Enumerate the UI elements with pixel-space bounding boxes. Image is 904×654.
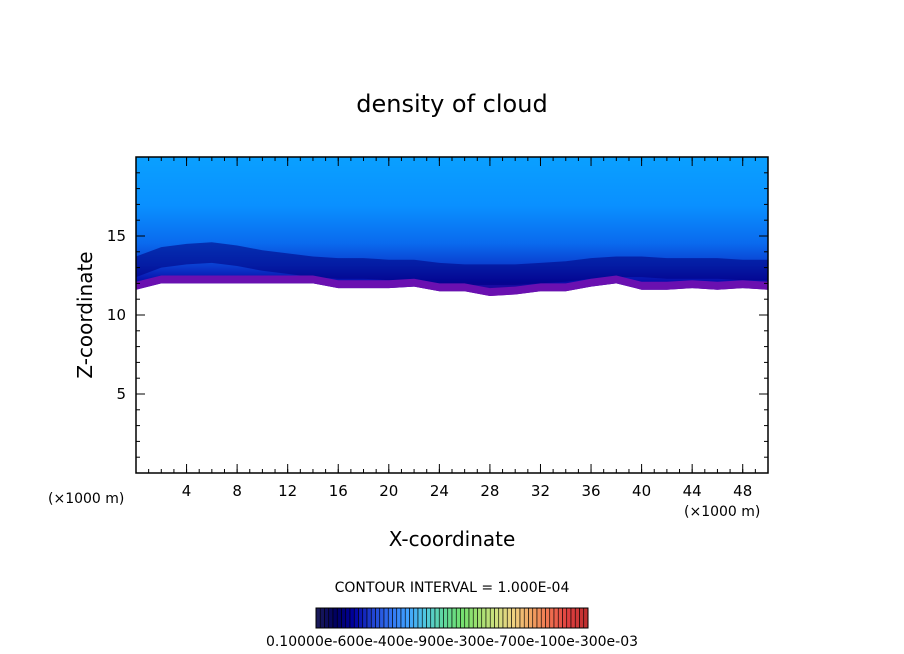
colorbar-cell	[426, 607, 432, 629]
colorbar-cell	[328, 607, 334, 629]
colorbar-cell	[438, 607, 444, 629]
colorbar-cell	[315, 607, 321, 629]
colorbar-cell	[375, 607, 381, 629]
colorbar-cell	[515, 607, 521, 629]
colorbar-cell	[477, 607, 483, 629]
colorbar-cell	[417, 607, 423, 629]
colorbar-cell	[502, 607, 508, 629]
x-tick-label: 48	[733, 482, 752, 500]
colorbar-cell	[489, 607, 495, 629]
colorbar-cell	[549, 607, 555, 629]
y-axis-ticks: 5 10 15	[107, 227, 768, 403]
colorbar-cell	[383, 607, 389, 629]
colorbar-cell	[528, 607, 534, 629]
colorbar-cell	[460, 607, 466, 629]
x-axis-ticks: 4 8 12 16 20 24 28 32 36 40 44 48	[182, 157, 752, 500]
colorbar-cell	[434, 607, 440, 629]
x-tick-label: 44	[683, 482, 702, 500]
colorbar-cell	[409, 607, 415, 629]
x-tick-label: 8	[232, 482, 242, 500]
colorbar-cell	[557, 607, 563, 629]
colorbar-cell	[451, 607, 457, 629]
colorbar-cell	[553, 607, 559, 629]
colorbar-cell	[485, 607, 491, 629]
colorbar-cell	[324, 607, 330, 629]
colorbar-cell	[511, 607, 517, 629]
colorbar-cell	[540, 607, 546, 629]
x-tick-label: 20	[379, 482, 398, 500]
colorbar-cell	[545, 607, 551, 629]
colorbar-cell	[566, 607, 572, 629]
colorbar-cell	[506, 607, 512, 629]
colorbar-cell	[570, 607, 576, 629]
colorbar-cell	[404, 607, 410, 629]
contour-interval-label: CONTOUR INTERVAL = 1.000E-04	[335, 580, 570, 596]
y-axis-label: Z-coordinate	[73, 251, 97, 378]
colorbar-cell	[455, 607, 461, 629]
colorbar-cell	[392, 607, 398, 629]
x-axis-label: X-coordinate	[389, 527, 516, 551]
colorbar-cell	[443, 607, 449, 629]
x-unit-left: (×1000 m)	[48, 491, 124, 507]
colorbar-cell	[349, 607, 355, 629]
colorbar-frame	[315, 607, 589, 629]
colorbar-cell	[562, 607, 568, 629]
colorbar-cell	[358, 607, 364, 629]
colorbar-cell	[494, 607, 500, 629]
colorbar	[315, 607, 589, 629]
colorbar-cell	[472, 607, 478, 629]
colorbar-cell	[332, 607, 338, 629]
colorbar-cell	[464, 607, 470, 629]
colorbar-cell	[413, 607, 419, 629]
x-tick-label: 16	[329, 482, 348, 500]
colorbar-cell	[583, 607, 589, 629]
colorbar-labels: 0.10000e-600e-400e-900e-300e-700e-100e-3…	[266, 634, 638, 650]
y-tick-label: 5	[116, 385, 126, 403]
colorbar-cell	[396, 607, 402, 629]
colorbar-cell	[481, 607, 487, 629]
colorbar-cell	[400, 607, 406, 629]
colorbar-cell	[341, 607, 347, 629]
colorbar-cell	[523, 607, 529, 629]
colorbar-cell	[353, 607, 359, 629]
colorbar-cell	[468, 607, 474, 629]
x-tick-label: 40	[632, 482, 651, 500]
colorbar-cell	[579, 607, 585, 629]
colorbar-cell	[370, 607, 376, 629]
colorbar-cell	[336, 607, 342, 629]
colorbar-cell	[498, 607, 504, 629]
colorbar-cell	[536, 607, 542, 629]
colorbar-cell	[379, 607, 385, 629]
x-tick-label: 4	[182, 482, 192, 500]
colorbar-cell	[532, 607, 538, 629]
cloud-core-band	[136, 242, 768, 285]
colorbar-cell	[421, 607, 427, 629]
x-tick-label: 24	[430, 482, 449, 500]
y-tick-label: 10	[107, 306, 126, 324]
x-tick-label: 32	[531, 482, 550, 500]
x-tick-label: 12	[278, 482, 297, 500]
colorbar-cell	[430, 607, 436, 629]
cloud-base-band	[136, 275, 768, 296]
colorbar-cell	[362, 607, 368, 629]
chart-title: density of cloud	[356, 90, 547, 118]
x-unit-right: (×1000 m)	[684, 504, 760, 520]
y-minor-ticks	[136, 172, 768, 458]
x-tick-label: 36	[581, 482, 600, 500]
colorbar-cell	[319, 607, 325, 629]
colorbar-cell	[366, 607, 372, 629]
colorbar-cell	[387, 607, 393, 629]
colorbar-cell	[447, 607, 453, 629]
colorbar-cell	[519, 607, 525, 629]
colorbar-cell	[345, 607, 351, 629]
colorbar-cell	[574, 607, 580, 629]
x-tick-label: 28	[480, 482, 499, 500]
y-tick-label: 15	[107, 227, 126, 245]
